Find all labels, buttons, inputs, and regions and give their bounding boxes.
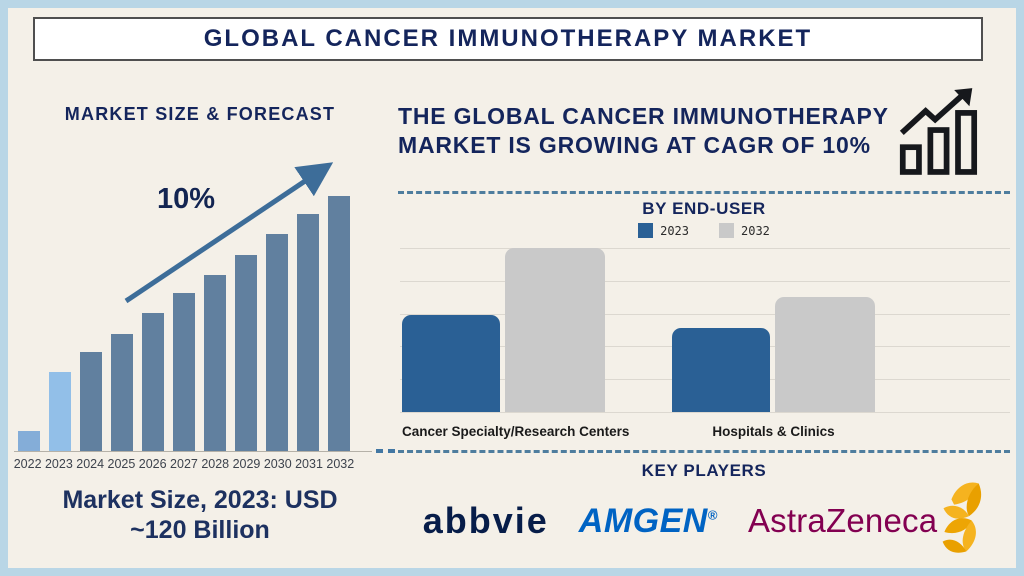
year-label-2028: 2028 [201, 457, 230, 471]
legend-label-2032: 2032 [741, 223, 770, 238]
bar-2030 [266, 234, 288, 451]
x-axis-line [14, 451, 372, 452]
dashed-divider-bottom [398, 450, 1010, 453]
market-size-bars [18, 196, 350, 451]
key-players-logos: abbvie AMGEN® AstraZeneca [398, 480, 1010, 562]
cagr-headline: THE GLOBAL CANCER IMMUNOTHERAPY MARKET I… [398, 102, 898, 161]
bar-2024 [80, 351, 102, 451]
legend-item-2032: 2032 [719, 223, 770, 238]
year-label-2023: 2023 [44, 457, 73, 471]
axis-continuation-dashes [376, 449, 396, 453]
year-label-2030: 2030 [263, 457, 292, 471]
bar-group-2 [672, 248, 875, 412]
bar-2023-Hospitals & Clinics [672, 328, 770, 412]
end-user-heading: BY END-USER [642, 199, 766, 218]
end-user-legend: 2023 2032 [398, 223, 1010, 238]
gridline [400, 280, 1010, 282]
market-size-caption: Market Size, 2023: USD ~120 Billion [8, 485, 392, 545]
legend-item-2023: 2023 [638, 223, 689, 238]
category-label-2: Hospitals & Clinics [712, 424, 835, 439]
bar-2032-Cancer Specialty/Research Centers [505, 248, 605, 412]
x-axis-year-labels: 2022 2023 2024 2025 2026 2027 2028 2029 2030 2031… [12, 457, 356, 471]
registered-trademark-icon: ® [707, 507, 718, 523]
end-user-bar-chart [400, 248, 1010, 413]
year-label-2025: 2025 [107, 457, 136, 471]
title-banner: GLOBAL CANCER IMMUNOTHERAPY MARKET [33, 17, 983, 61]
amgen-logo: AMGEN® [579, 502, 718, 541]
bar-2032 [328, 196, 350, 451]
legend-swatch-2023 [638, 223, 654, 238]
bar-2026 [142, 313, 164, 451]
key-players-heading: KEY PLAYERS [641, 461, 767, 480]
year-label-2027: 2027 [170, 457, 198, 471]
legend-swatch-2032 [719, 223, 734, 238]
year-label-2022: 2022 [13, 457, 42, 471]
growth-arrow-icon [124, 162, 334, 304]
dashed-divider-top [398, 191, 1010, 194]
amgen-logo-text: AMGEN [578, 501, 708, 540]
bar-2023-Cancer Specialty/Research Centers [402, 315, 500, 412]
year-label-2031: 2031 [295, 457, 323, 471]
gridline [400, 412, 1010, 413]
bar-chart-growth-icon [899, 88, 978, 175]
bar-2022 [18, 430, 40, 451]
astrazeneca-symbol-icon [942, 482, 982, 553]
gridline [400, 313, 1010, 315]
bar-2031 [297, 213, 319, 451]
cagr-percentage-label: 10% [156, 183, 216, 215]
year-label-2024: 2024 [76, 457, 105, 471]
gridline [400, 248, 1010, 249]
astrazeneca-logo-text: AstraZeneca [747, 502, 938, 539]
caption-line-2: ~120 Billion [130, 516, 270, 544]
market-size-forecast-heading: MARKET SIZE & FORECAST [64, 104, 336, 124]
bar-2027 [173, 292, 195, 451]
year-label-2032: 2032 [326, 457, 355, 471]
cagr-headline-line-2: MARKET IS GROWING AT CAGR OF 10% [398, 132, 871, 159]
bar-2025 [111, 333, 133, 451]
caption-line-1: Market Size, 2023: USD [62, 486, 338, 514]
bar-2029 [235, 254, 257, 451]
bar-2028 [204, 275, 226, 451]
category-label-1: Cancer Specialty/Research Centers [402, 424, 630, 439]
cagr-headline-line-1: THE GLOBAL CANCER IMMUNOTHERAPY [398, 103, 889, 129]
bar-2032-Hospitals & Clinics [775, 297, 875, 412]
year-label-2029: 2029 [232, 457, 261, 471]
astrazeneca-logo: AstraZeneca [747, 482, 985, 554]
page-title: GLOBAL CANCER IMMUNOTHERAPY MARKET [203, 25, 813, 52]
abbvie-logo: abbvie [422, 500, 549, 541]
bar-2023 [49, 371, 71, 451]
legend-label-2023: 2023 [660, 223, 689, 238]
bar-group-1 [402, 248, 605, 412]
year-label-2026: 2026 [138, 457, 167, 471]
